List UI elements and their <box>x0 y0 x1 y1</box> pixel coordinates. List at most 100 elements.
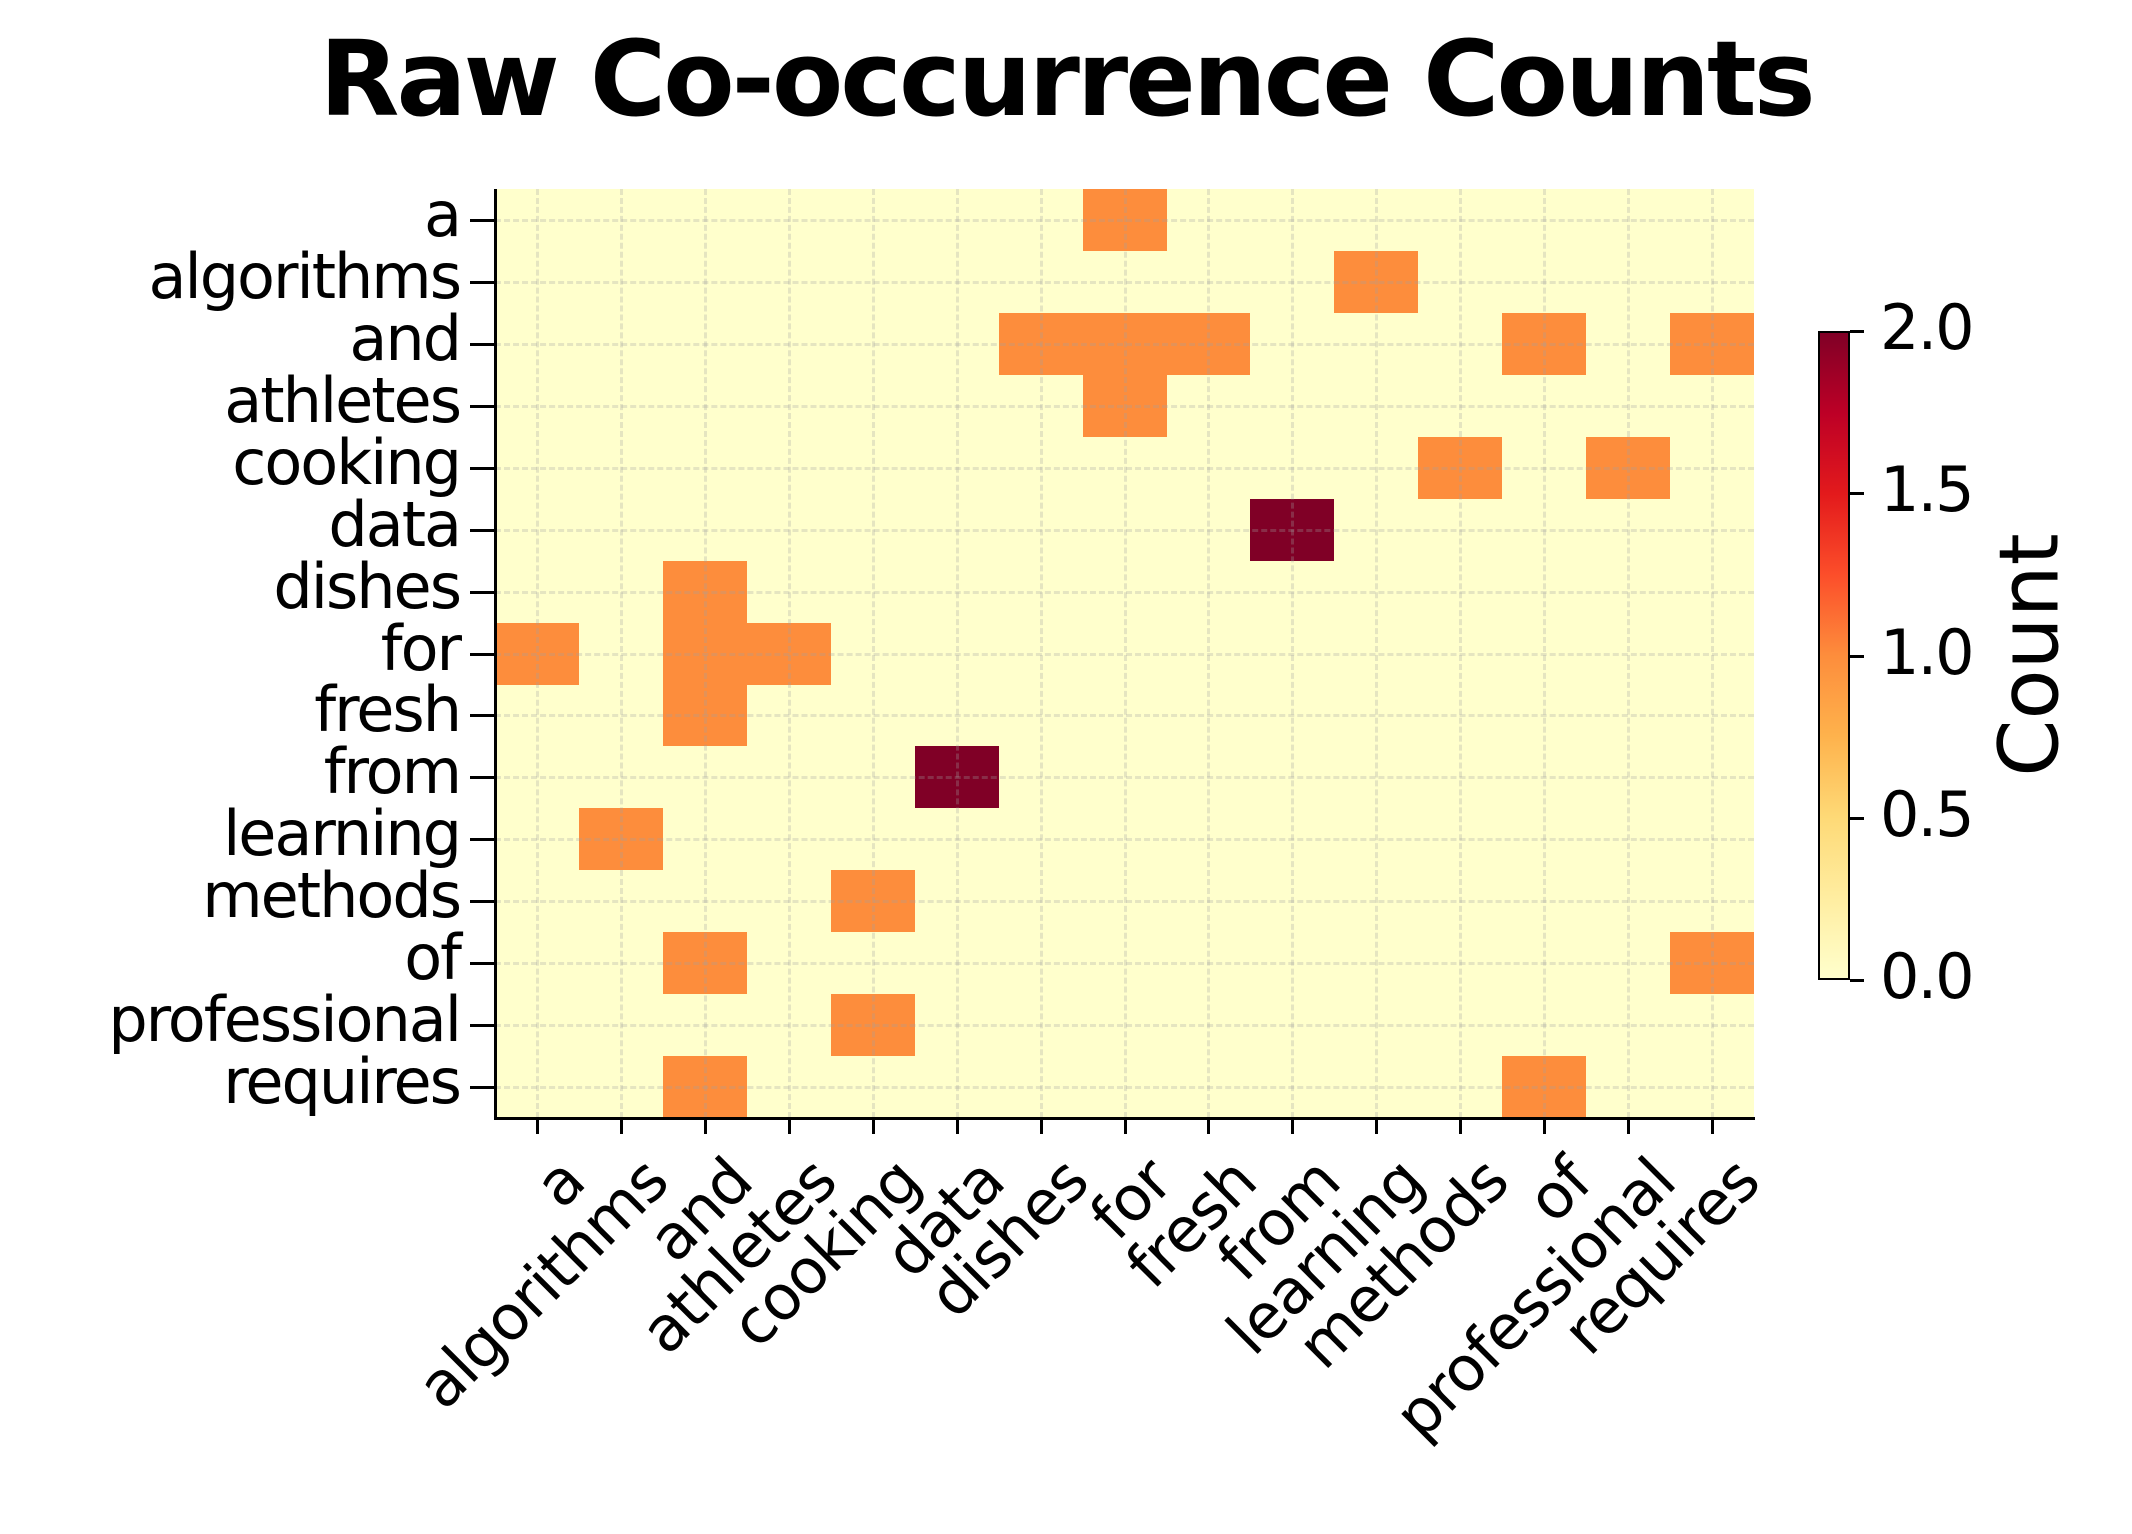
heatmap-cell <box>1502 312 1587 375</box>
heatmap-cell <box>495 622 579 685</box>
grid-line-horizontal <box>495 280 1754 284</box>
x-tick <box>1543 1120 1547 1134</box>
heatmap-cell <box>1670 932 1755 995</box>
y-tick <box>470 466 494 470</box>
x-tick <box>871 1120 875 1134</box>
colorbar-tick <box>1850 979 1864 982</box>
grid-line-horizontal <box>495 652 1754 656</box>
heatmap-cell <box>662 932 747 995</box>
y-tick <box>470 652 494 656</box>
x-tick <box>1627 1120 1631 1134</box>
x-tick <box>1459 1120 1463 1134</box>
y-tick-label: of <box>404 921 462 995</box>
heatmap-cell <box>830 870 915 933</box>
grid-line-vertical <box>1627 189 1631 1118</box>
colorbar-tick <box>1850 492 1864 496</box>
y-tick-label: from <box>323 735 462 809</box>
heatmap-cell <box>1670 312 1755 375</box>
y-tick <box>470 528 494 532</box>
heatmap-cell <box>914 746 999 809</box>
grid-line-horizontal <box>495 1024 1754 1028</box>
y-tick <box>470 590 494 594</box>
x-tick <box>1207 1120 1211 1134</box>
colorbar-label: Count <box>1982 533 2078 777</box>
colorbar-tick-label: 1.0 <box>1880 615 1975 689</box>
x-tick <box>1291 1120 1295 1134</box>
colorbar-tick-label: 2.0 <box>1880 291 1975 364</box>
y-tick <box>470 838 494 842</box>
y-tick <box>470 218 494 222</box>
grid-line-horizontal <box>495 838 1754 842</box>
grid-line-vertical <box>1039 189 1043 1118</box>
x-tick <box>1375 1120 1379 1134</box>
grid-line-vertical <box>703 189 707 1118</box>
grid-line-vertical <box>1207 189 1211 1118</box>
heatmap-cell <box>1082 189 1167 251</box>
y-tick <box>470 1024 494 1028</box>
heatmap-cell <box>1502 1056 1587 1119</box>
y-tick <box>470 280 494 284</box>
grid-line-horizontal <box>495 714 1754 718</box>
y-tick <box>470 714 494 718</box>
y-tick-label: data <box>328 487 462 561</box>
heatmap-cell <box>746 622 831 685</box>
y-tick-label: dishes <box>273 549 462 623</box>
grid-line-horizontal <box>495 342 1754 346</box>
heatmap-cell <box>578 808 663 871</box>
heatmap-cell <box>1082 312 1167 375</box>
heatmap-cell <box>1166 312 1251 375</box>
grid-line-vertical <box>1291 189 1295 1118</box>
heatmap-cell <box>662 1056 747 1119</box>
heatmap-plot-area <box>495 189 1755 1119</box>
heatmap-cell <box>662 560 747 623</box>
grid-line-vertical <box>1711 189 1715 1118</box>
heatmap-cell <box>998 312 1083 375</box>
y-tick-label: a <box>424 177 462 251</box>
grid-line-vertical <box>1543 189 1547 1118</box>
y-tick-label: algorithms <box>148 239 462 313</box>
colorbar-tick <box>1850 654 1864 658</box>
y-tick-label: requires <box>223 1045 462 1119</box>
grid-line-horizontal <box>495 466 1754 470</box>
x-tick <box>619 1120 623 1134</box>
heatmap-cell <box>662 622 747 685</box>
grid-line-vertical <box>787 189 791 1118</box>
grid-line-vertical <box>955 189 959 1118</box>
heatmap-cell <box>1418 436 1503 499</box>
heatmap-cell <box>1082 374 1167 437</box>
grid-line-horizontal <box>495 962 1754 966</box>
grid-line-vertical <box>619 189 623 1118</box>
grid-line-vertical <box>871 189 875 1118</box>
x-tick <box>1039 1120 1043 1134</box>
y-tick-label: for <box>380 611 462 685</box>
heatmap-cell <box>662 684 747 747</box>
y-tick <box>470 342 494 346</box>
grid-line-horizontal <box>495 218 1754 222</box>
y-tick-label: fresh <box>314 673 462 747</box>
y-tick-label: learning <box>223 797 462 871</box>
y-tick-label: athletes <box>224 363 462 437</box>
grid-line-horizontal <box>495 1086 1754 1090</box>
grid-line-horizontal <box>495 900 1754 904</box>
y-tick <box>470 776 494 780</box>
x-tick <box>787 1120 791 1134</box>
y-tick <box>470 962 494 966</box>
y-tick-label: cooking <box>232 425 462 499</box>
colorbar-tick <box>1850 330 1864 333</box>
y-tick-label: professional <box>108 983 462 1057</box>
grid-line-horizontal <box>495 404 1754 408</box>
grid-line-horizontal <box>495 776 1754 780</box>
grid-line-horizontal <box>495 528 1754 532</box>
colorbar-tick-label: 1.5 <box>1880 453 1975 527</box>
y-tick <box>470 404 494 408</box>
grid-line-vertical <box>535 189 539 1118</box>
heatmap-cell <box>830 994 915 1057</box>
grid-line-vertical <box>1459 189 1463 1118</box>
x-axis-spine <box>494 1117 1755 1120</box>
y-axis-spine <box>494 189 497 1120</box>
y-tick <box>470 1086 494 1090</box>
colorbar-tick-label: 0.5 <box>1880 777 1975 851</box>
heatmap-cell <box>1250 498 1335 561</box>
grid-line-horizontal <box>495 590 1754 594</box>
grid-line-vertical <box>1375 189 1379 1118</box>
